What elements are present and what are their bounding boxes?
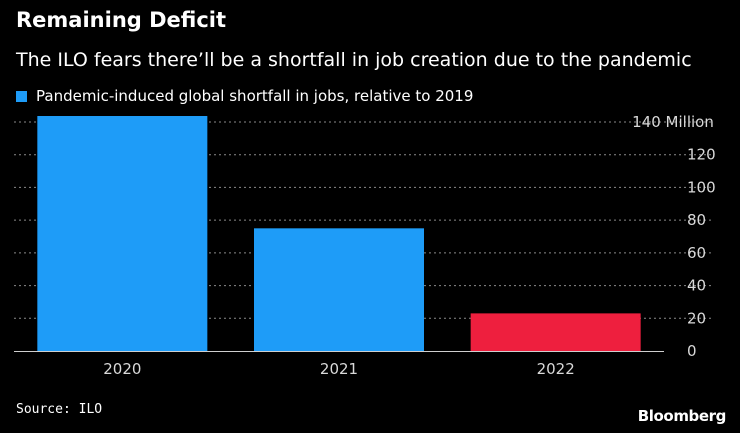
source-note: Source: ILO: [16, 402, 103, 417]
legend-label: Pandemic-induced global shortfall in job…: [36, 87, 474, 105]
x-tick-label: 2022: [537, 360, 575, 378]
legend-swatch: [16, 90, 27, 102]
axes: 0 20 40 60 80 100 120 140 Million 2020 2021 2022: [14, 113, 716, 378]
y-tick-label: 60: [687, 244, 706, 262]
bar-2022: [470, 313, 641, 351]
y-tick-label: 0: [687, 342, 697, 360]
legend: Pandemic-induced global shortfall in job…: [16, 86, 473, 106]
bar-2021: [254, 228, 424, 351]
y-tick-label: 140 Million: [632, 113, 714, 131]
y-tick-label: 40: [687, 277, 706, 295]
x-tick-label: 2020: [103, 360, 141, 378]
y-tick-label: 120: [687, 146, 716, 164]
x-tick-label: 2021: [320, 360, 358, 378]
chart-subtitle: The ILO fears there’ll be a shortfall in…: [16, 49, 692, 71]
y-tick-label: 20: [687, 309, 706, 327]
bars: [37, 116, 641, 351]
y-tick-label: 100: [687, 178, 716, 196]
brand-logo: Bloomberg: [637, 407, 727, 425]
y-tick-label: 80: [687, 211, 706, 229]
chart-title: Remaining Deficit: [16, 8, 227, 32]
bar-2020: [37, 116, 208, 351]
